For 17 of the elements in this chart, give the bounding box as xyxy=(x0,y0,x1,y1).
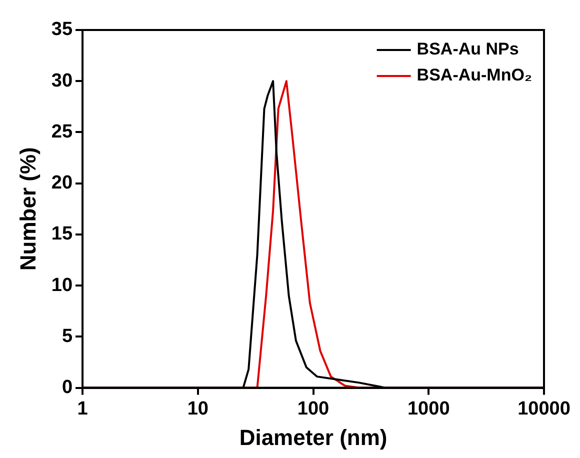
y-tick-label: 5 xyxy=(62,326,73,347)
x-tick-label: 10000 xyxy=(518,398,570,420)
x-axis-title: Diameter (nm) xyxy=(239,424,388,450)
x-tick-label: 100 xyxy=(297,398,330,420)
y-axis-title: Number (%) xyxy=(15,147,40,271)
x-tick-label: 10 xyxy=(187,398,208,420)
y-tick-label: 25 xyxy=(51,121,73,142)
y-tick-label: 15 xyxy=(51,224,73,245)
y-tick-label: 0 xyxy=(62,377,73,398)
y-tick-label: 10 xyxy=(51,274,73,296)
legend-label: BSA-Au NPs xyxy=(416,40,519,59)
x-tick-label: 1 xyxy=(77,398,88,420)
y-tick-label: 20 xyxy=(51,172,73,194)
legend-label: BSA-Au-MnO₂ xyxy=(416,66,532,85)
x-tick-label: 1000 xyxy=(407,398,450,420)
y-tick-label: 30 xyxy=(51,70,73,92)
y-tick-label: 35 xyxy=(51,19,73,40)
